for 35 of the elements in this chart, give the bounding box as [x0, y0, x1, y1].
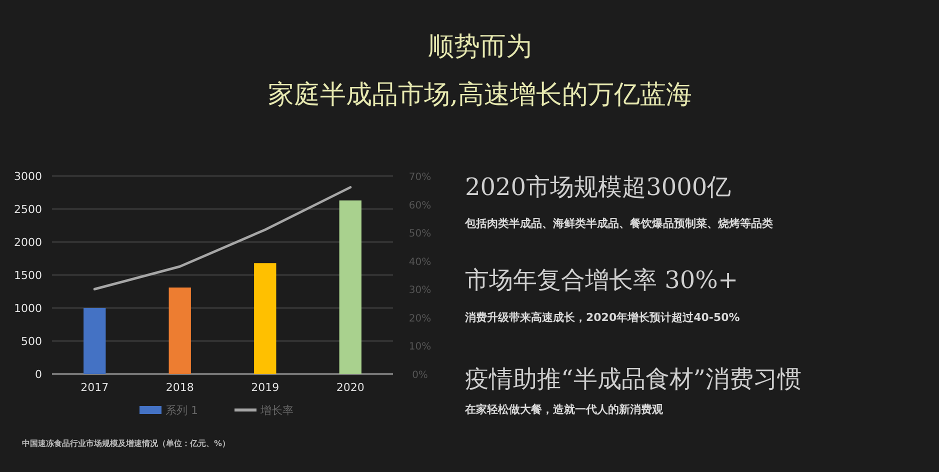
y2-tick-label: 30%	[408, 285, 432, 296]
y-tick-label: 3000	[14, 170, 42, 183]
bar	[84, 308, 106, 374]
y-tick-label: 500	[21, 335, 42, 348]
text: 包括肉类半成品、海鲜类半成品、餐饮爆品预制菜、烧烤等品类	[464, 217, 773, 230]
legend-label: 增长率	[260, 404, 294, 417]
text: 中国速冻食品行业市场规模及增速情况（单位：亿元、%）	[22, 438, 230, 448]
text: 消费升级带来高速成长，2020年增长预计超过40-50%	[464, 311, 740, 324]
text: 在家轻松做大餐，造就一代人的新消费观	[464, 403, 664, 416]
y2-tick-label: 40%	[408, 256, 432, 268]
bar	[339, 200, 362, 374]
y-tick-label: 1500	[14, 269, 42, 282]
text: 疫情助推“半成品食材”消费习惯	[465, 365, 802, 393]
y-tick-label: 2000	[14, 236, 42, 249]
x-tick-label: 2020	[336, 381, 364, 394]
legend-label: 系列 1	[166, 404, 198, 417]
y-tick-label: 2500	[14, 203, 42, 216]
y-tick-label: 0	[35, 368, 42, 381]
x-tick-label: 2018	[166, 381, 194, 394]
y2-tick-label: 20%	[408, 313, 432, 324]
y-tick-label: 1000	[14, 302, 42, 315]
x-tick-label: 2019	[251, 381, 280, 394]
text: 家庭半成品市场,高速增长的万亿蓝海	[268, 80, 692, 110]
y2-tick-label: 0%	[412, 370, 428, 381]
x-tick-label: 2017	[80, 381, 109, 394]
bar	[254, 263, 276, 374]
y2-tick-label: 60%	[408, 200, 432, 212]
y2-tick-label: 70%	[408, 172, 432, 183]
y2-tick-label: 10%	[408, 342, 432, 353]
text: 顺势而为	[428, 32, 532, 62]
line-series	[93, 186, 352, 290]
text: 市场年复合增长率 30%+	[465, 266, 738, 294]
text: 2020市场规模超3000亿	[465, 173, 732, 201]
y2-tick-label: 50%	[408, 228, 432, 240]
bar	[168, 288, 191, 374]
